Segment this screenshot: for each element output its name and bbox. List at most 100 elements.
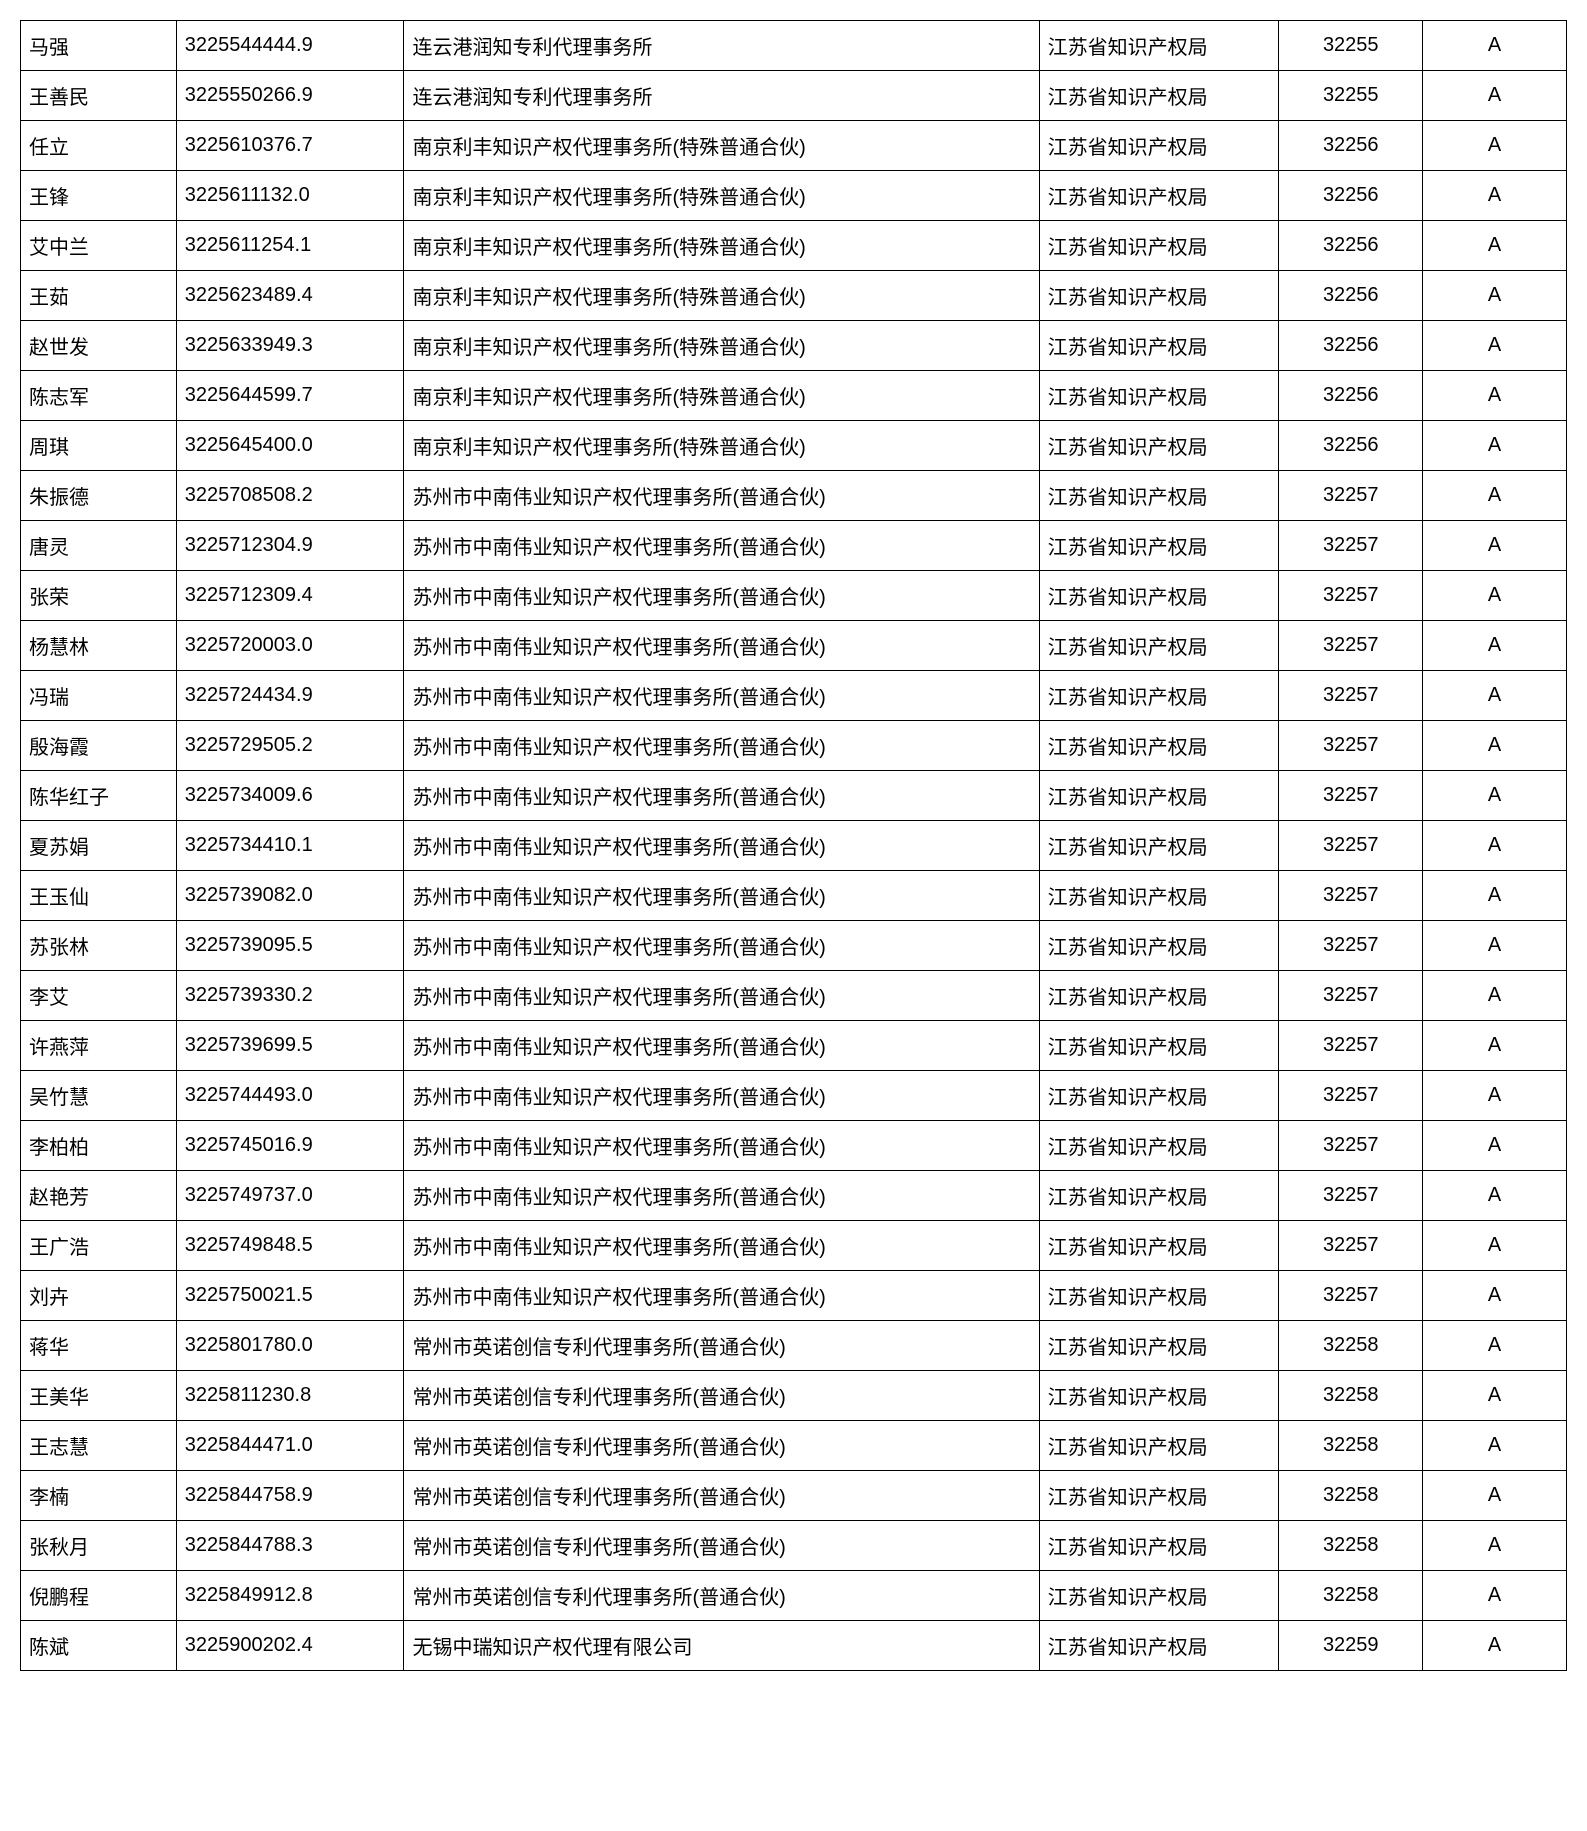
cell-name: 陈志军 (21, 371, 177, 421)
cell-code: 32257 (1279, 1021, 1423, 1071)
cell-org: 南京利丰知识产权代理事务所(特殊普通合伙) (404, 271, 1039, 321)
cell-code: 32258 (1279, 1371, 1423, 1421)
table-row: 吴竹慧3225744493.0苏州市中南伟业知识产权代理事务所(普通合伙)江苏省… (21, 1071, 1567, 1121)
cell-id: 3225712304.9 (176, 521, 404, 571)
cell-code: 32257 (1279, 971, 1423, 1021)
cell-id: 3225750021.5 (176, 1271, 404, 1321)
cell-name: 冯瑞 (21, 671, 177, 721)
cell-id: 3225744493.0 (176, 1071, 404, 1121)
cell-id: 3225801780.0 (176, 1321, 404, 1371)
cell-code: 32258 (1279, 1321, 1423, 1371)
table-row: 王锋3225611132.0南京利丰知识产权代理事务所(特殊普通合伙)江苏省知识… (21, 171, 1567, 221)
table-row: 苏张林3225739095.5苏州市中南伟业知识产权代理事务所(普通合伙)江苏省… (21, 921, 1567, 971)
table-row: 马强3225544444.9连云港润知专利代理事务所江苏省知识产权局32255A (21, 21, 1567, 71)
cell-code: 32257 (1279, 1121, 1423, 1171)
cell-code: 32256 (1279, 421, 1423, 471)
cell-grade: A (1423, 971, 1567, 1021)
cell-id: 3225633949.3 (176, 321, 404, 371)
table-row: 夏苏娟3225734410.1苏州市中南伟业知识产权代理事务所(普通合伙)江苏省… (21, 821, 1567, 871)
table-row: 艾中兰3225611254.1南京利丰知识产权代理事务所(特殊普通合伙)江苏省知… (21, 221, 1567, 271)
cell-grade: A (1423, 371, 1567, 421)
cell-bureau: 江苏省知识产权局 (1039, 171, 1279, 221)
cell-grade: A (1423, 221, 1567, 271)
cell-id: 3225734410.1 (176, 821, 404, 871)
cell-bureau: 江苏省知识产权局 (1039, 371, 1279, 421)
cell-bureau: 江苏省知识产权局 (1039, 821, 1279, 871)
cell-bureau: 江苏省知识产权局 (1039, 1521, 1279, 1571)
cell-org: 常州市英诺创信专利代理事务所(普通合伙) (404, 1371, 1039, 1421)
cell-code: 32256 (1279, 271, 1423, 321)
cell-name: 赵艳芳 (21, 1171, 177, 1221)
cell-bureau: 江苏省知识产权局 (1039, 1471, 1279, 1521)
cell-org: 苏州市中南伟业知识产权代理事务所(普通合伙) (404, 471, 1039, 521)
table-row: 张秋月3225844788.3常州市英诺创信专利代理事务所(普通合伙)江苏省知识… (21, 1521, 1567, 1571)
cell-id: 3225724434.9 (176, 671, 404, 721)
cell-bureau: 江苏省知识产权局 (1039, 871, 1279, 921)
table-row: 赵世发3225633949.3南京利丰知识产权代理事务所(特殊普通合伙)江苏省知… (21, 321, 1567, 371)
table-row: 王善民3225550266.9连云港润知专利代理事务所江苏省知识产权局32255… (21, 71, 1567, 121)
cell-grade: A (1423, 1421, 1567, 1471)
cell-bureau: 江苏省知识产权局 (1039, 1021, 1279, 1071)
cell-name: 王玉仙 (21, 871, 177, 921)
cell-bureau: 江苏省知识产权局 (1039, 1071, 1279, 1121)
cell-name: 唐灵 (21, 521, 177, 571)
cell-org: 南京利丰知识产权代理事务所(特殊普通合伙) (404, 371, 1039, 421)
cell-id: 3225849912.8 (176, 1571, 404, 1621)
cell-bureau: 江苏省知识产权局 (1039, 121, 1279, 171)
table-row: 李艾3225739330.2苏州市中南伟业知识产权代理事务所(普通合伙)江苏省知… (21, 971, 1567, 1021)
table-row: 王广浩3225749848.5苏州市中南伟业知识产权代理事务所(普通合伙)江苏省… (21, 1221, 1567, 1271)
cell-name: 赵世发 (21, 321, 177, 371)
cell-bureau: 江苏省知识产权局 (1039, 1421, 1279, 1471)
cell-id: 3225729505.2 (176, 721, 404, 771)
cell-grade: A (1423, 1221, 1567, 1271)
cell-id: 3225611132.0 (176, 171, 404, 221)
cell-code: 32257 (1279, 1071, 1423, 1121)
cell-org: 苏州市中南伟业知识产权代理事务所(普通合伙) (404, 921, 1039, 971)
cell-org: 苏州市中南伟业知识产权代理事务所(普通合伙) (404, 1021, 1039, 1071)
table-row: 刘卉3225750021.5苏州市中南伟业知识产权代理事务所(普通合伙)江苏省知… (21, 1271, 1567, 1321)
table-row: 杨慧林3225720003.0苏州市中南伟业知识产权代理事务所(普通合伙)江苏省… (21, 621, 1567, 671)
cell-code: 32258 (1279, 1571, 1423, 1621)
cell-code: 32257 (1279, 471, 1423, 521)
cell-grade: A (1423, 1121, 1567, 1171)
cell-org: 常州市英诺创信专利代理事务所(普通合伙) (404, 1521, 1039, 1571)
cell-bureau: 江苏省知识产权局 (1039, 1371, 1279, 1421)
cell-bureau: 江苏省知识产权局 (1039, 1621, 1279, 1671)
cell-name: 殷海霞 (21, 721, 177, 771)
table-row: 赵艳芳3225749737.0苏州市中南伟业知识产权代理事务所(普通合伙)江苏省… (21, 1171, 1567, 1221)
table-row: 倪鹏程3225849912.8常州市英诺创信专利代理事务所(普通合伙)江苏省知识… (21, 1571, 1567, 1621)
cell-name: 陈斌 (21, 1621, 177, 1671)
table-row: 殷海霞3225729505.2苏州市中南伟业知识产权代理事务所(普通合伙)江苏省… (21, 721, 1567, 771)
cell-name: 李楠 (21, 1471, 177, 1521)
cell-org: 苏州市中南伟业知识产权代理事务所(普通合伙) (404, 1271, 1039, 1321)
cell-org: 连云港润知专利代理事务所 (404, 71, 1039, 121)
cell-bureau: 江苏省知识产权局 (1039, 921, 1279, 971)
cell-grade: A (1423, 321, 1567, 371)
cell-org: 南京利丰知识产权代理事务所(特殊普通合伙) (404, 171, 1039, 221)
cell-name: 李艾 (21, 971, 177, 1021)
cell-name: 艾中兰 (21, 221, 177, 271)
cell-bureau: 江苏省知识产权局 (1039, 1171, 1279, 1221)
cell-code: 32257 (1279, 621, 1423, 671)
cell-name: 任立 (21, 121, 177, 171)
cell-bureau: 江苏省知识产权局 (1039, 471, 1279, 521)
cell-id: 3225844788.3 (176, 1521, 404, 1571)
cell-org: 苏州市中南伟业知识产权代理事务所(普通合伙) (404, 1221, 1039, 1271)
cell-org: 苏州市中南伟业知识产权代理事务所(普通合伙) (404, 671, 1039, 721)
table-row: 陈斌3225900202.4无锡中瑞知识产权代理有限公司江苏省知识产权局3225… (21, 1621, 1567, 1671)
cell-org: 苏州市中南伟业知识产权代理事务所(普通合伙) (404, 821, 1039, 871)
cell-bureau: 江苏省知识产权局 (1039, 1571, 1279, 1621)
cell-org: 苏州市中南伟业知识产权代理事务所(普通合伙) (404, 571, 1039, 621)
cell-bureau: 江苏省知识产权局 (1039, 671, 1279, 721)
cell-name: 朱振德 (21, 471, 177, 521)
cell-id: 3225844758.9 (176, 1471, 404, 1521)
table-row: 陈华红子3225734009.6苏州市中南伟业知识产权代理事务所(普通合伙)江苏… (21, 771, 1567, 821)
cell-name: 王美华 (21, 1371, 177, 1421)
cell-id: 3225739095.5 (176, 921, 404, 971)
cell-id: 3225745016.9 (176, 1121, 404, 1171)
cell-code: 32257 (1279, 571, 1423, 621)
cell-id: 3225720003.0 (176, 621, 404, 671)
cell-org: 无锡中瑞知识产权代理有限公司 (404, 1621, 1039, 1671)
cell-org: 连云港润知专利代理事务所 (404, 21, 1039, 71)
cell-code: 32257 (1279, 1271, 1423, 1321)
